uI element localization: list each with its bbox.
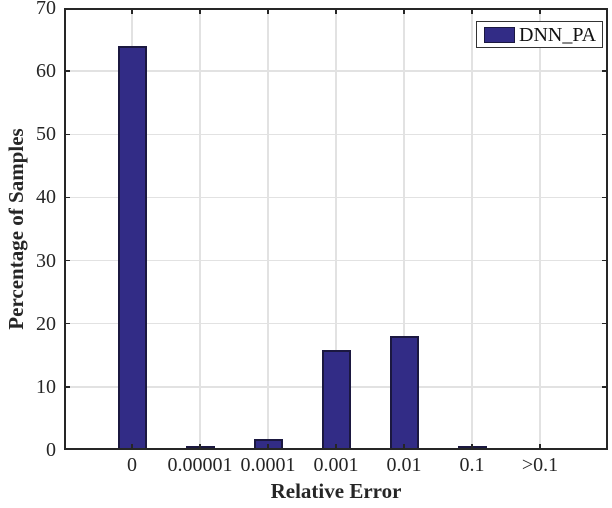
x-tick-label: 0.1: [459, 454, 485, 476]
v-gridline: [403, 8, 405, 450]
x-tick-top: [335, 8, 337, 14]
y-tick-label: 30: [36, 249, 56, 272]
x-axis-label: Relative Error: [270, 479, 402, 503]
bar: [321, 350, 351, 450]
y-tick-label: 70: [36, 0, 56, 19]
x-tick-label: 0.0001: [240, 454, 296, 476]
x-tick-bottom: [199, 444, 201, 450]
x-tick-top: [199, 8, 201, 14]
plot-area: DNN_PA: [64, 8, 608, 450]
y-tick-right: [602, 259, 608, 262]
y-tick-left: [64, 259, 70, 262]
x-tick-label: 0.01: [386, 454, 422, 476]
y-tick-right: [602, 322, 608, 325]
y-tick-label: 40: [36, 186, 56, 209]
legend-swatch-icon: [484, 26, 515, 43]
y-tick-left: [64, 196, 70, 199]
y-tick-label: 20: [36, 312, 56, 335]
v-gridline: [267, 8, 269, 450]
y-tick-right: [602, 133, 608, 136]
y-tick-label: 60: [36, 60, 56, 83]
bar: [389, 336, 419, 450]
v-gridline: [335, 8, 337, 450]
bar: [117, 46, 147, 450]
y-tick-left: [64, 386, 70, 388]
x-tick-label: 0: [127, 454, 137, 476]
v-gridline: [471, 8, 473, 450]
x-tick-label: 0.00001: [167, 454, 233, 476]
y-tick-label: 50: [36, 123, 56, 146]
x-tick-bottom: [267, 444, 269, 450]
x-tick-top: [267, 8, 269, 14]
y-tick-right: [602, 70, 608, 72]
x-tick-top: [131, 8, 133, 14]
legend: DNN_PA: [476, 21, 604, 48]
y-tick-label: 10: [36, 375, 56, 398]
x-tick-bottom: [131, 444, 133, 450]
y-tick-left: [64, 322, 70, 325]
y-tick-right: [602, 386, 608, 388]
x-tick-label: 0.001: [313, 454, 359, 476]
v-gridline: [199, 8, 201, 450]
y-tick-label: 0: [46, 439, 56, 461]
x-tick-bottom: [403, 444, 405, 450]
v-gridline: [539, 8, 541, 450]
x-tick-bottom: [471, 444, 473, 450]
x-tick-bottom: [539, 444, 541, 450]
y-tick-left: [64, 70, 70, 72]
y-tick-right: [602, 196, 608, 199]
x-tick-top: [471, 8, 473, 14]
x-tick-top: [403, 8, 405, 14]
y-tick-left: [64, 133, 70, 136]
legend-series-label: DNN_PA: [519, 23, 597, 46]
x-tick-top: [539, 8, 541, 14]
x-tick-bottom: [335, 444, 337, 450]
x-tick-label: >0.1: [521, 454, 559, 476]
